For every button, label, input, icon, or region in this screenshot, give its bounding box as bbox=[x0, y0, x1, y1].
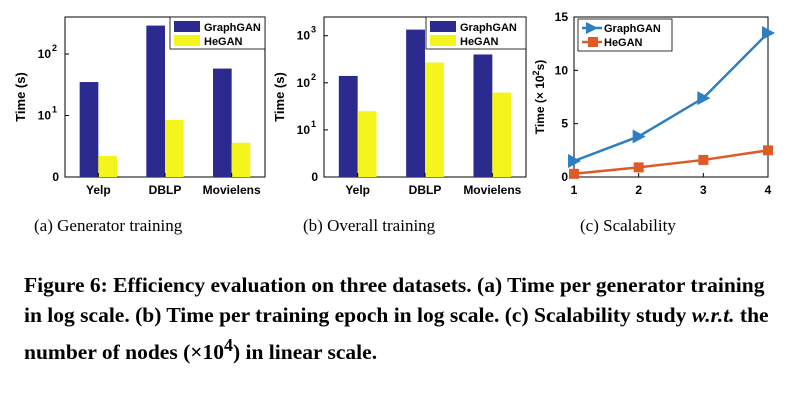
y-tick-label: 10 bbox=[38, 47, 52, 61]
point-graphgan bbox=[762, 26, 775, 40]
x-tick-label: 4 bbox=[765, 183, 772, 197]
legend-label-hegan: HeGAN bbox=[204, 36, 243, 48]
y-tick-label: 5 bbox=[561, 117, 568, 131]
bar-graphgan-movielens bbox=[213, 68, 232, 177]
point-graphgan bbox=[632, 129, 646, 144]
x-tick-label: DBLP bbox=[149, 183, 182, 197]
bar-hegan-dblp bbox=[425, 62, 444, 177]
bar-graphgan-dblp bbox=[406, 29, 425, 177]
caption-text-3: ) in linear scale. bbox=[232, 340, 378, 365]
y-tick-exponent: 1 bbox=[311, 119, 316, 129]
legend-marker-graphgan bbox=[586, 22, 598, 34]
y-tick-exponent: 1 bbox=[52, 105, 57, 115]
point-graphgan bbox=[697, 91, 711, 106]
x-tick-label: Yelp bbox=[86, 183, 111, 197]
y-tick-label: 15 bbox=[555, 10, 569, 24]
point-hegan bbox=[569, 168, 579, 179]
y-tick-label: 10 bbox=[38, 109, 52, 123]
y-axis-label: Time (s) bbox=[13, 72, 28, 122]
legend-swatch-graphgan bbox=[430, 21, 456, 32]
x-tick-label: Movielens bbox=[203, 183, 261, 197]
y-tick-label: 10 bbox=[555, 63, 569, 77]
bar-hegan-yelp bbox=[98, 155, 117, 177]
y-axis-label: Time (× 102s) bbox=[531, 60, 547, 135]
legend-label-graphgan: GraphGAN bbox=[204, 22, 261, 34]
series-line-hegan bbox=[573, 149, 769, 176]
x-tick-label: 2 bbox=[635, 183, 642, 197]
x-tick-label: DBLP bbox=[409, 183, 442, 197]
y-tick-label: 10 bbox=[297, 76, 311, 90]
y-tick-exponent: 3 bbox=[311, 25, 316, 35]
y-tick-label: 0 bbox=[52, 170, 59, 184]
y-tick-exponent: 2 bbox=[52, 43, 57, 53]
bar-graphgan-movielens bbox=[473, 54, 493, 177]
y-tick-label: 10 bbox=[297, 123, 311, 137]
x-tick-label: Movielens bbox=[463, 183, 521, 197]
legend-swatch-hegan bbox=[174, 35, 200, 46]
bar-graphgan-yelp bbox=[79, 82, 99, 177]
caption-wrt: w.r.t. bbox=[691, 303, 735, 327]
caption-text-1: Figure 6: Efficiency evaluation on three… bbox=[24, 273, 765, 327]
legend-label-graphgan: GraphGAN bbox=[604, 23, 661, 35]
point-graphgan bbox=[568, 154, 581, 168]
subcaption-c: (c) Scalability bbox=[580, 216, 676, 235]
series-line-graphgan bbox=[573, 32, 769, 163]
y-axis-label: Time (s) bbox=[272, 72, 287, 122]
bar-hegan-yelp bbox=[357, 111, 377, 177]
plot-frame bbox=[573, 16, 769, 178]
bar-hegan-movielens bbox=[231, 142, 251, 177]
legend-marker-hegan bbox=[588, 37, 598, 47]
x-tick-label: Yelp bbox=[345, 183, 370, 197]
chart-scalability: 0 5 10 15 1 2 3 4 Time (× 102s) GraphGAN HeGAN bbox=[531, 10, 775, 197]
point-hegan bbox=[763, 145, 773, 156]
figure-caption: Figure 6: Efficiency evaluation on three… bbox=[24, 270, 774, 367]
x-tick-label: 1 bbox=[571, 183, 578, 197]
bar-graphgan-yelp bbox=[338, 75, 358, 177]
caption-text-2: the number of nodes (×10 bbox=[24, 303, 769, 365]
legend-swatch-hegan bbox=[430, 35, 456, 46]
bar-graphgan-dblp bbox=[146, 25, 165, 177]
y-tick-label: 10 bbox=[297, 29, 311, 43]
legend-label-hegan: HeGAN bbox=[460, 36, 499, 48]
caption-sup: 4 bbox=[224, 335, 233, 355]
subcaption-a: (a) Generator training bbox=[34, 216, 183, 235]
legend-swatch-graphgan bbox=[174, 21, 200, 32]
subcaption-b: (b) Overall training bbox=[303, 216, 436, 235]
point-hegan bbox=[698, 154, 709, 165]
legend-label-hegan: HeGAN bbox=[604, 37, 643, 49]
legend-label-graphgan: GraphGAN bbox=[460, 22, 517, 34]
y-tick-label: 0 bbox=[311, 170, 318, 184]
y-tick-label: 0 bbox=[561, 170, 568, 184]
x-tick-label: 3 bbox=[700, 183, 707, 197]
bar-hegan-dblp bbox=[165, 119, 184, 177]
y-tick-exponent: 2 bbox=[311, 72, 316, 82]
point-hegan bbox=[633, 162, 644, 173]
bar-hegan-movielens bbox=[492, 92, 512, 177]
